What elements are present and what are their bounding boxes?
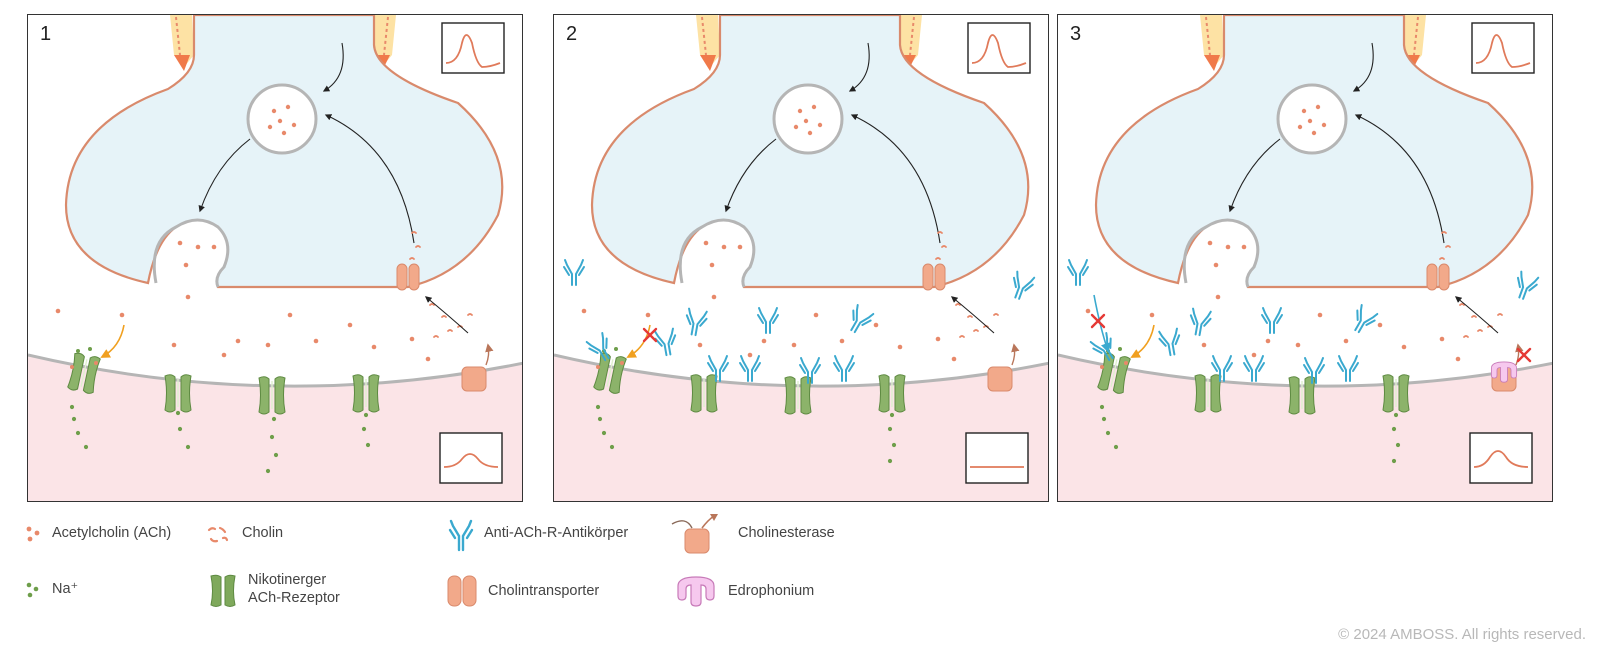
antibody-icon bbox=[1516, 270, 1540, 300]
antibody-icon bbox=[1303, 357, 1325, 384]
antibody-icon bbox=[685, 307, 708, 337]
postsynaptic-membrane bbox=[554, 355, 1048, 501]
panel-3: 3 bbox=[1057, 14, 1553, 502]
legend-label: Acetylcholin (ACh) bbox=[52, 525, 172, 541]
legend-label: Na⁺ bbox=[52, 581, 79, 597]
antibody-icon bbox=[1337, 355, 1359, 382]
cholinesterase-icon bbox=[987, 366, 1013, 392]
legend-receptor: Nikotinerger ACh-Rezeptor bbox=[208, 572, 340, 610]
transporter-icon bbox=[1426, 263, 1450, 291]
legend-label: Cholintransporter bbox=[488, 583, 600, 599]
synaptic-vesicle bbox=[1276, 83, 1348, 155]
synaptic-vesicle bbox=[772, 83, 844, 155]
legend-label: Cholinesterase bbox=[738, 525, 835, 541]
synapse-diagram bbox=[1058, 15, 1552, 501]
antibody-icon bbox=[1261, 307, 1283, 334]
transporter-icon bbox=[396, 263, 420, 291]
antibody-icon bbox=[448, 519, 474, 552]
legend-ach: Acetylcholin (ACh) bbox=[24, 524, 171, 544]
legend-edrophonium: Edrophonium bbox=[674, 574, 814, 608]
postsynaptic-membrane bbox=[1058, 355, 1552, 501]
receptor-icon bbox=[258, 376, 286, 415]
postsynaptic-membrane bbox=[28, 355, 522, 501]
legend-antibody: Anti-ACh-R-Antikörper bbox=[448, 518, 628, 552]
panel-number: 2 bbox=[566, 23, 578, 45]
receptor-icon bbox=[210, 574, 236, 607]
antibody-icon bbox=[654, 327, 677, 357]
receptor-icon bbox=[1097, 352, 1131, 394]
transporter-icon bbox=[922, 263, 946, 291]
panel-number: 1 bbox=[40, 23, 52, 45]
cholinesterase-icon bbox=[671, 514, 718, 554]
synapse-diagram bbox=[28, 15, 522, 501]
action-potential-trace bbox=[967, 22, 1031, 74]
antibody-icon bbox=[1012, 270, 1036, 300]
receptor-icon bbox=[1288, 376, 1316, 415]
cholin-icon bbox=[207, 526, 229, 543]
receptor-icon bbox=[784, 376, 812, 415]
response-trace bbox=[1469, 432, 1533, 484]
action-potential-trace bbox=[1471, 22, 1535, 74]
receptor-icon bbox=[878, 374, 906, 413]
antibody-icon bbox=[739, 355, 761, 382]
legend-transporter: Cholintransporter bbox=[446, 574, 599, 608]
antibody-icon bbox=[1189, 307, 1212, 337]
legend-cholin: Cholin bbox=[206, 524, 283, 546]
antibody-icon bbox=[585, 331, 610, 362]
panel-number: 3 bbox=[1070, 23, 1082, 45]
legend-label: Anti-ACh-R-Antikörper bbox=[484, 525, 629, 541]
response-trace bbox=[439, 432, 503, 484]
myelin-left bbox=[696, 15, 720, 67]
myelin-left bbox=[1200, 15, 1224, 67]
antibody-icon bbox=[1067, 259, 1089, 286]
blocked-icon bbox=[1090, 313, 1106, 329]
legend-cholinesterase: Cholinesterase bbox=[668, 512, 835, 558]
legend-label: Nikotinerger ACh-Rezeptor bbox=[248, 572, 340, 606]
antibody-icon bbox=[850, 303, 875, 334]
antibody-icon bbox=[1243, 355, 1265, 382]
edrophonium-icon bbox=[677, 576, 715, 607]
antibody-icon bbox=[833, 355, 855, 382]
myelin-left bbox=[170, 15, 194, 67]
antibody-icon bbox=[707, 355, 729, 382]
edrophonium-icon bbox=[1490, 361, 1518, 383]
na-icon bbox=[26, 582, 39, 598]
receptor-icon bbox=[690, 374, 718, 413]
antibody-icon bbox=[799, 357, 821, 384]
blocked-icon bbox=[1516, 347, 1532, 363]
antibody-icon bbox=[1158, 327, 1181, 357]
cholinesterase-icon bbox=[461, 366, 487, 392]
receptor-icon bbox=[164, 374, 192, 413]
ach-icon bbox=[26, 526, 40, 542]
transporter-icon bbox=[447, 575, 477, 607]
panel-2: 2 bbox=[553, 14, 1049, 502]
receptor-icon bbox=[352, 374, 380, 413]
panel-1: 1 bbox=[27, 14, 523, 502]
action-potential-trace bbox=[441, 22, 505, 74]
receptor-icon bbox=[67, 352, 101, 394]
receptor-icon bbox=[1382, 374, 1410, 413]
synaptic-vesicle bbox=[246, 83, 318, 155]
synapse-diagram bbox=[554, 15, 1048, 501]
receptor-icon bbox=[1194, 374, 1222, 413]
antibody-icon bbox=[1354, 303, 1379, 334]
antibody-icon bbox=[1211, 355, 1233, 382]
response-trace bbox=[965, 432, 1029, 484]
antibody-icon bbox=[757, 307, 779, 334]
antibody-icon bbox=[563, 259, 585, 286]
legend-label: Edrophonium bbox=[728, 583, 815, 599]
legend-na: Na⁺ bbox=[24, 580, 78, 600]
blocked-icon bbox=[642, 327, 658, 343]
copyright-notice: © 2024 AMBOSS. All rights reserved. bbox=[1338, 626, 1586, 643]
legend-label: Cholin bbox=[242, 525, 284, 541]
